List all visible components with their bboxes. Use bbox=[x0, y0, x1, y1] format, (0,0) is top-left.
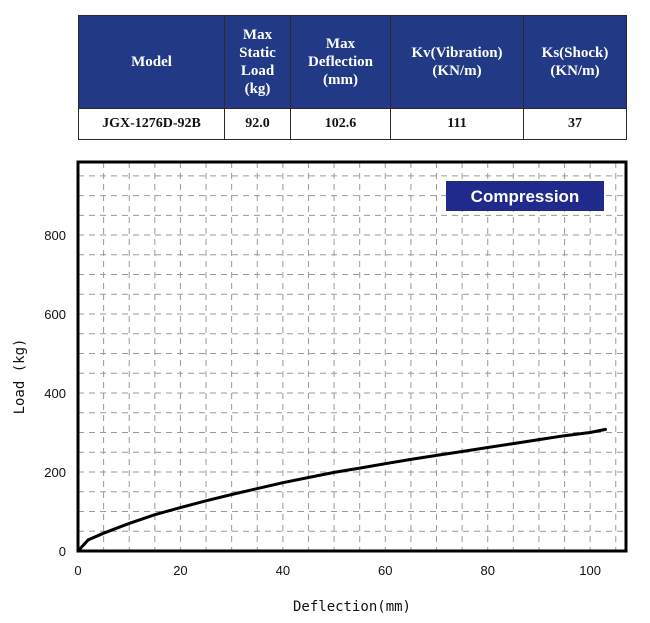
x-tick-label: 100 bbox=[579, 563, 601, 578]
y-tick-labels: 0 200 400 600 800 bbox=[44, 228, 66, 559]
y-tick-label: 200 bbox=[44, 465, 66, 480]
x-tick-label: 20 bbox=[173, 563, 187, 578]
x-tick-label: 80 bbox=[480, 563, 494, 578]
plot-frame bbox=[76, 160, 628, 553]
x-axis-label: Deflection(mm) bbox=[293, 599, 411, 615]
cell-ks-shock: 37 bbox=[523, 108, 627, 140]
x-tick-labels: 0 20 40 60 80 100 bbox=[74, 563, 601, 578]
spec-data-row: JGX-1276D-92B 92.0 102.6 111 37 bbox=[78, 108, 627, 140]
header-max-deflection: Max Deflection (mm) bbox=[290, 15, 391, 109]
y-tick-label: 800 bbox=[44, 228, 66, 243]
header-ks-shock: Ks(Shock) (KN/m) bbox=[523, 15, 627, 109]
cell-max-deflection: 102.6 bbox=[290, 108, 391, 140]
x-tick-label: 0 bbox=[74, 563, 81, 578]
legend-box bbox=[446, 181, 604, 211]
spec-table: Model Max Static Load (kg) Max Deflectio… bbox=[78, 15, 627, 140]
y-tick-label: 600 bbox=[44, 307, 66, 322]
y-tick-label: 400 bbox=[44, 386, 66, 401]
header-model: Model bbox=[78, 15, 225, 109]
spec-header-row: Model Max Static Load (kg) Max Deflectio… bbox=[78, 15, 627, 109]
cell-kv-vibration: 111 bbox=[390, 108, 524, 140]
x-tick-label: 60 bbox=[378, 563, 392, 578]
legend-label: Compression bbox=[471, 187, 580, 206]
cell-max-static-load: 92.0 bbox=[224, 108, 291, 140]
compression-curve bbox=[76, 427, 607, 553]
chart-grid bbox=[78, 162, 626, 551]
legend: Compression bbox=[446, 181, 604, 211]
x-tick-label: 40 bbox=[276, 563, 290, 578]
y-axis-label: Load (kg) bbox=[12, 339, 28, 415]
y-tick-label: 0 bbox=[59, 544, 66, 559]
